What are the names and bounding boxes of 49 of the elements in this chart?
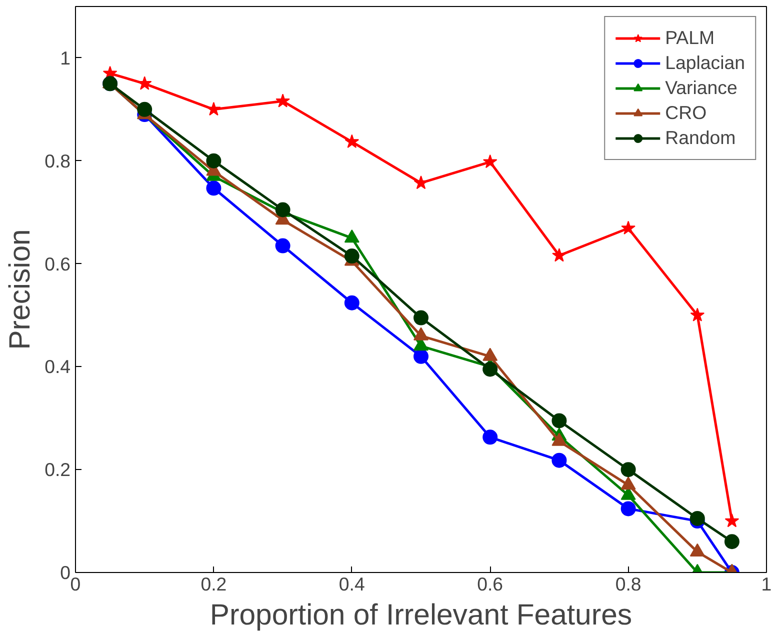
point [482, 362, 498, 377]
point [414, 348, 428, 364]
x-tick-label: 1 [761, 574, 772, 594]
point [482, 430, 498, 445]
point [414, 327, 428, 340]
point [275, 238, 290, 254]
point [690, 308, 705, 322]
point [552, 413, 567, 428]
point [620, 501, 636, 516]
point [724, 534, 740, 550]
point [621, 220, 636, 234]
x-axis-title: Proportion of Irrelevant Features [210, 598, 632, 632]
point [344, 134, 360, 148]
point [206, 180, 222, 196]
point [482, 154, 498, 168]
x-tick-label: 0.4 [338, 574, 365, 594]
point [137, 102, 152, 117]
point [206, 102, 221, 116]
point [344, 248, 360, 264]
point [620, 462, 636, 478]
legend-label: Variance [665, 77, 738, 99]
point [344, 295, 360, 310]
point [552, 248, 566, 262]
legend-label: Random [665, 127, 736, 149]
y-tick-label: 1 [60, 47, 71, 68]
legend-label: Laplacian [665, 52, 745, 74]
point [552, 432, 567, 446]
point [690, 543, 705, 556]
point [414, 175, 428, 190]
point [620, 476, 636, 490]
y-axis-title: Precision [4, 229, 37, 350]
y-tick-label: 0.8 [44, 150, 71, 172]
point [414, 310, 428, 326]
point [344, 229, 360, 243]
x-tick-label: 0.2 [200, 574, 227, 594]
point [690, 510, 705, 526]
x-tick-label: 0.8 [615, 574, 642, 594]
y-tick-label: 0.2 [44, 459, 71, 480]
y-tick-label: 0.6 [44, 253, 71, 274]
point [724, 514, 740, 528]
point [276, 94, 290, 108]
x-tick-label: 0.6 [477, 574, 504, 594]
point [206, 153, 222, 168]
point [482, 348, 498, 361]
point [552, 452, 567, 468]
legend-label: PALM [665, 27, 715, 49]
legend-label: CRO [665, 102, 707, 124]
point [137, 76, 152, 90]
y-tick-label: 0.4 [44, 356, 71, 378]
